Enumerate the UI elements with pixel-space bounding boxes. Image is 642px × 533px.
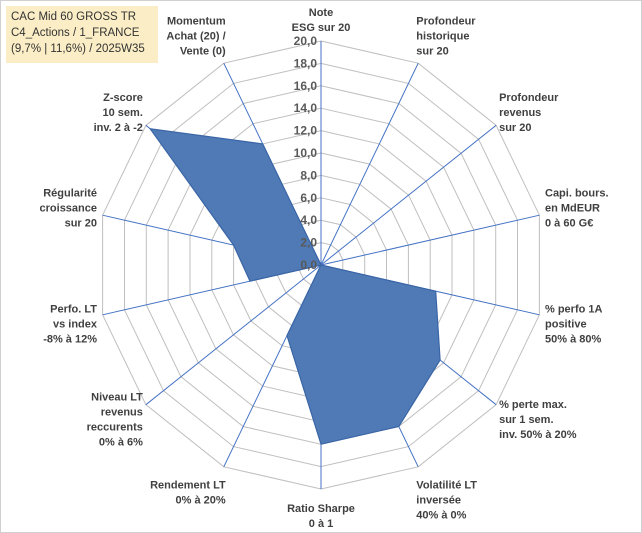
axis-label-line: % perfo 1A — [545, 304, 603, 316]
axis-label-line: 0 à 60 G€ — [545, 218, 593, 230]
radial-tick-label: 4,0 — [300, 213, 317, 227]
axis-label: % perte max. sur 1 sem. inv. 50% à 20% — [499, 399, 577, 441]
axis-label-line: inv. 50% à 20% — [499, 429, 577, 441]
chart-title-box: CAC Mid 60 GROSS TR C4_Actions / 1_FRANC… — [6, 6, 158, 63]
radial-tick-label: 2,0 — [300, 236, 317, 250]
axis-label-line: 50% à 80% — [545, 334, 601, 346]
axis-label: Ratio Sharpe 0 à 1 — [287, 503, 355, 530]
axis-label-line: Ratio Sharpe — [287, 503, 355, 515]
axis-label: Régularité croissance sur 20 — [40, 188, 97, 230]
radial-tick-label: 8,0 — [300, 168, 317, 182]
axis-label-line: Perfo. LT — [50, 304, 97, 316]
radial-tick-label: 10,0 — [294, 146, 318, 160]
radial-tick-label: 12,0 — [294, 124, 318, 138]
axis-label-line: revenus — [101, 406, 143, 418]
axis-label-line: 0% à 6% — [99, 436, 143, 448]
axis-label-line: reccurents — [87, 421, 143, 433]
axis-label-line: sur 1 sem. — [499, 414, 553, 426]
radial-tick-label: 6,0 — [300, 191, 317, 205]
axis-label-line: sur 20 — [65, 218, 97, 230]
axis-label: Momentum Achat (20) / Vente (0) — [166, 16, 226, 58]
axis-label-line: % perte max. — [499, 399, 567, 411]
title-line-2: C4_Actions / 1_FRANCE — [11, 27, 140, 39]
axis-label-line: Achat (20) / — [166, 31, 225, 43]
axis-label-line: 40% à 0% — [416, 509, 466, 521]
axis-label: % perfo 1A positive 50% à 80% — [545, 304, 603, 346]
axis-label: Rendement LT 0% à 20% — [150, 479, 226, 506]
axis-label-line: -8% à 12% — [43, 334, 97, 346]
radial-tick-label: 18,0 — [294, 56, 318, 70]
axis-label-line: inversée — [416, 494, 461, 506]
axis-label-line: Niveau LT — [91, 391, 143, 403]
axis-spoke — [320, 62, 419, 266]
axis-label-line: vs index — [53, 319, 98, 331]
axis-label: Profondeur revenus sur 20 — [499, 92, 559, 134]
axis-label-line: 0% à 20% — [176, 494, 226, 506]
axis-label-line: Z-score — [103, 92, 143, 104]
axis-label-line: positive — [545, 319, 587, 331]
radial-tick-label: 14,0 — [294, 101, 318, 115]
axis-label-line: Volatilité LT — [416, 479, 477, 491]
axis-label-line: sur 20 — [499, 122, 531, 134]
axis-label-line: 0 à 1 — [309, 518, 333, 530]
axis-label: Capi. bours. en MdEUR 0 à 60 G€ — [545, 188, 609, 230]
axis-spoke — [320, 124, 497, 266]
title-line-1: CAC Mid 60 GROSS TR — [11, 11, 137, 23]
axis-label-line: 10 sem. — [103, 107, 143, 119]
axis-label: Profondeur historique sur 20 — [416, 16, 476, 58]
axis-label-line: Vente (0) — [180, 46, 226, 58]
radial-tick-label: 16,0 — [294, 79, 318, 93]
radial-tick-label: 20,0 — [294, 34, 318, 48]
radial-tick-label: 0,0 — [300, 258, 317, 272]
axis-label: Note ESG sur 20 — [292, 7, 351, 34]
axis-label: Volatilité LT inversée 40% à 0% — [416, 479, 477, 521]
axis-label-line: inv. 2 à -2 — [94, 122, 143, 134]
axis-label-line: historique — [416, 31, 469, 43]
axis-label-line: Rendement LT — [150, 479, 226, 491]
axis-label: Z-score 10 sem. inv. 2 à -2 — [94, 92, 143, 134]
axis-label-line: croissance — [40, 203, 97, 215]
axis-label-line: Capi. bours. — [545, 188, 609, 200]
axis-label-line: en MdEUR — [545, 203, 600, 215]
axis-label-line: sur 20 — [416, 46, 448, 58]
data-series-area — [148, 128, 441, 445]
axis-label-line: revenus — [499, 107, 541, 119]
axis-label: Niveau LT revenus reccurents 0% à 6% — [87, 391, 144, 448]
axis-label: Perfo. LT vs index -8% à 12% — [43, 304, 98, 346]
axis-spoke — [320, 214, 540, 266]
axis-label-line: ESG sur 20 — [292, 22, 351, 34]
axis-label-line: Note — [309, 7, 333, 19]
title-line-3: (9,7% | 11,6%) / 2025W35 — [11, 43, 145, 55]
axis-spoke — [145, 264, 322, 406]
axis-label-line: Régularité — [43, 188, 97, 200]
axis-label-line: Profondeur — [499, 92, 559, 104]
axis-label-line: Momentum — [167, 16, 226, 28]
axis-label-line: Profondeur — [416, 16, 476, 28]
